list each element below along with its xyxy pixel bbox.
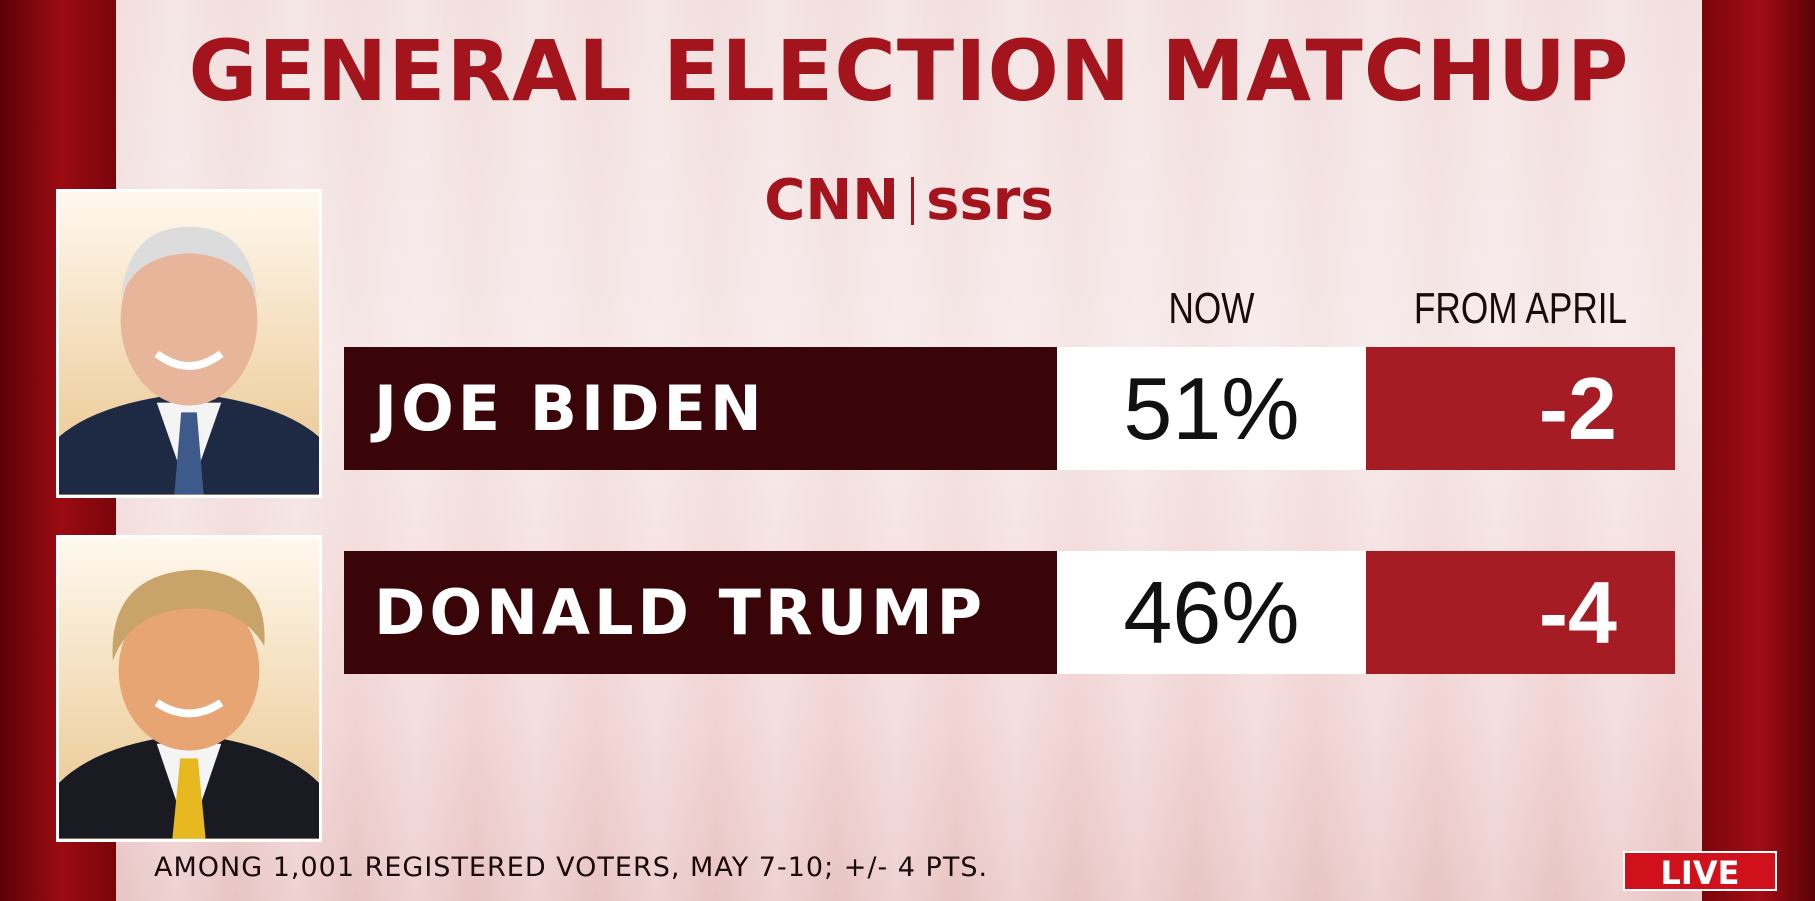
column-header: NOW <box>1168 284 1255 333</box>
candidate-name: JOE BIDEN <box>344 347 1057 470</box>
logo-cnn: CNN <box>764 168 900 233</box>
logo-ssrs: ssrs <box>926 168 1054 233</box>
column-header: FROM APRIL <box>1413 284 1628 333</box>
candidate-photo <box>56 535 322 842</box>
candidate-name: DONALD TRUMP <box>344 551 1057 674</box>
live-badge: LIVE <box>1623 851 1777 892</box>
logo: CNN ssrs <box>116 168 1702 233</box>
change-from-april: -2 <box>1366 347 1675 470</box>
logo-separator <box>911 177 915 225</box>
candidate-photo <box>56 189 322 498</box>
current-share: 46% <box>1057 551 1366 674</box>
current-share: 51% <box>1057 347 1366 470</box>
footnote: AMONG 1,001 REGISTERED VOTERS, MAY 7-10;… <box>154 852 989 883</box>
change-from-april: -4 <box>1366 551 1675 674</box>
title: GENERAL ELECTION MATCHUP <box>188 22 1630 120</box>
